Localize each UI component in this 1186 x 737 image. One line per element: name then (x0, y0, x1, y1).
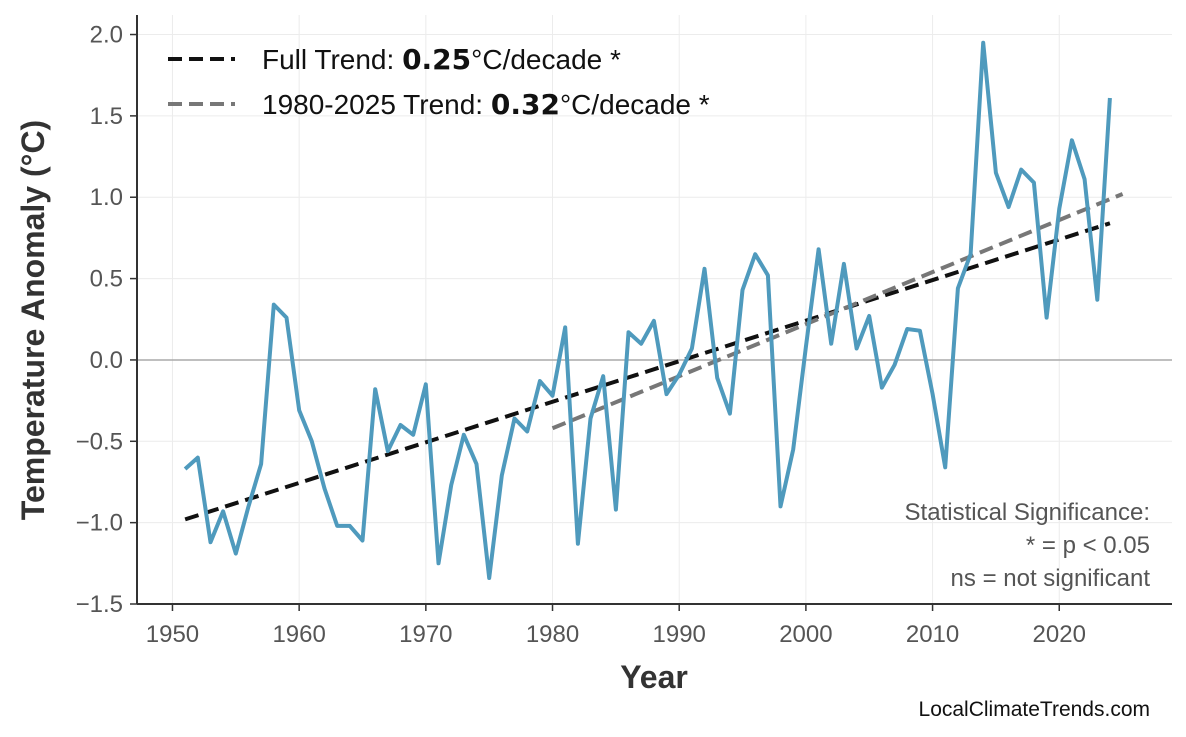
trend-line-full (184, 221, 1111, 522)
y-tick-label: 0.5 (90, 266, 123, 293)
legend-label-full-trend: Full Trend: 0.25°C/decade * (262, 43, 621, 76)
x-tick-label: 1980 (526, 621, 579, 648)
y-tick-label: 0.0 (90, 347, 123, 374)
credit: LocalClimateTrends.com (919, 698, 1150, 721)
series-line-anomaly (183, 40, 1112, 580)
x-tick-label: 1970 (399, 621, 452, 648)
x-tick-label: 1990 (653, 621, 706, 648)
y-tick-label: −0.5 (76, 428, 123, 455)
y-tick-label: 2.0 (90, 22, 123, 49)
x-tick-label: 1950 (146, 621, 199, 648)
significance-note: Statistical Significance: * = p < 0.05 n… (905, 499, 1151, 592)
trend-lines (184, 192, 1124, 522)
note-line-1: Statistical Significance: (905, 499, 1150, 526)
legend-label-1980-trend: 1980-2025 Trend: 0.32°C/decade * (262, 88, 710, 121)
legend: Full Trend: 0.25°C/decade * 1980-2025 Tr… (168, 43, 710, 121)
x-tick-label: 2000 (779, 621, 832, 648)
x-ticks: 1950 1960 1970 1980 1990 2000 2010 2020 (146, 604, 1086, 648)
trend-line-1980-2025 (551, 192, 1124, 431)
note-line-2: * = p < 0.05 (1026, 532, 1150, 559)
x-tick-label: 2010 (906, 621, 959, 648)
y-tick-label: −1.0 (76, 510, 123, 537)
y-ticks: −1.5 −1.0 −0.5 0.0 0.5 1.0 1.5 2.0 (76, 22, 137, 618)
x-tick-label: 2020 (1033, 621, 1086, 648)
y-axis-label: Temperature Anomaly (°C) (15, 120, 51, 520)
y-tick-label: 1.0 (90, 184, 123, 211)
y-tick-label: 1.5 (90, 103, 123, 130)
note-line-3: ns = not significant (951, 565, 1151, 592)
x-tick-label: 1960 (272, 621, 325, 648)
x-axis-label: Year (620, 659, 688, 695)
y-tick-label: −1.5 (76, 591, 123, 618)
